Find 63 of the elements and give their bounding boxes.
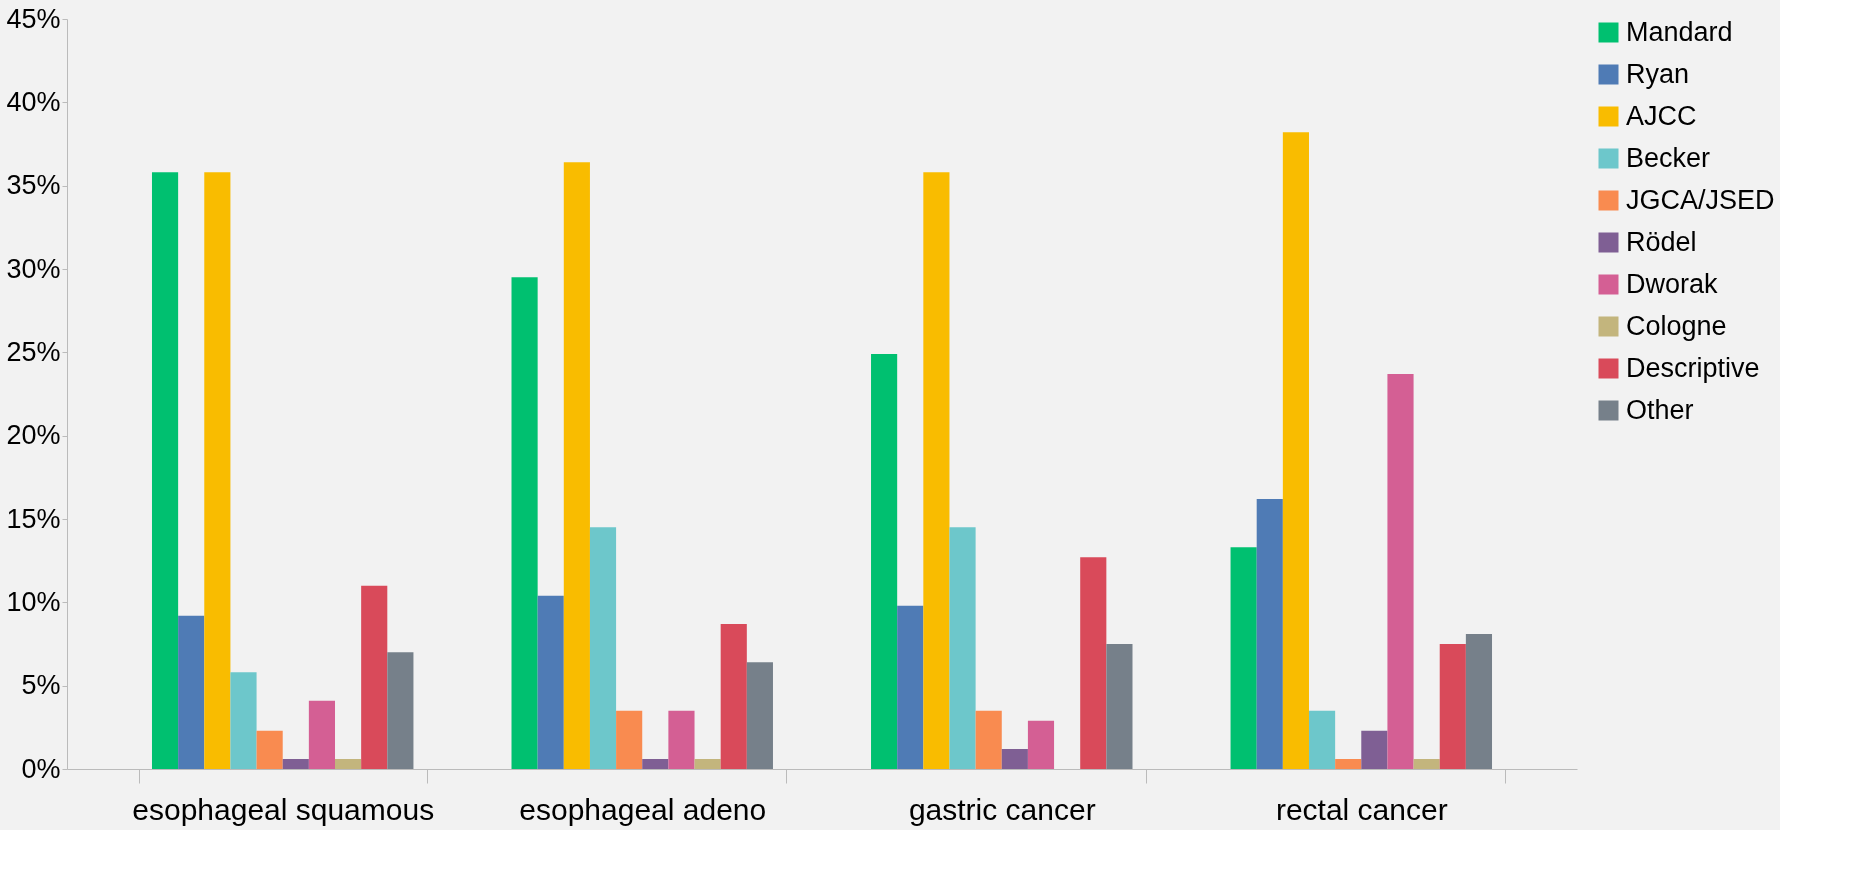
bar bbox=[1465, 634, 1493, 769]
legend-label: Becker bbox=[1626, 142, 1711, 173]
legend-label: Cologne bbox=[1626, 310, 1727, 341]
bar bbox=[537, 595, 564, 769]
bar bbox=[387, 652, 414, 769]
y-tick-label: 5% bbox=[21, 670, 61, 701]
y-tick-label: 20% bbox=[6, 420, 61, 451]
y-tick-label: 15% bbox=[6, 503, 61, 534]
bar bbox=[1106, 644, 1133, 769]
bar bbox=[230, 672, 257, 769]
bar bbox=[1335, 759, 1362, 769]
bar bbox=[256, 730, 283, 769]
bar bbox=[1080, 557, 1107, 769]
bar bbox=[361, 585, 388, 769]
bar bbox=[1361, 730, 1388, 769]
bar bbox=[668, 710, 695, 769]
bar bbox=[1282, 132, 1309, 769]
x-tick-label: gastric cancer bbox=[908, 792, 1096, 826]
bar bbox=[1256, 499, 1283, 769]
bar bbox=[589, 527, 617, 769]
bar bbox=[308, 700, 336, 769]
bar bbox=[923, 172, 950, 769]
bar bbox=[178, 615, 205, 769]
bar bbox=[563, 162, 590, 769]
legend-label: JGCA/JSED bbox=[1626, 184, 1775, 215]
x-tick-label: esophageal squamous bbox=[132, 792, 435, 826]
y-tick-label: 35% bbox=[6, 170, 61, 201]
x-tick-label: rectal cancer bbox=[1275, 792, 1448, 826]
bar bbox=[746, 662, 773, 769]
bar bbox=[335, 759, 362, 769]
bar bbox=[871, 354, 898, 769]
bar bbox=[151, 172, 179, 769]
legend-label: Descriptive bbox=[1626, 352, 1760, 383]
bar bbox=[1413, 759, 1440, 769]
bar bbox=[1230, 547, 1257, 769]
bar bbox=[1308, 710, 1336, 769]
y-tick-label: 45% bbox=[6, 3, 61, 34]
bar bbox=[949, 527, 976, 769]
bar bbox=[204, 172, 231, 769]
y-tick-label: 10% bbox=[6, 586, 61, 617]
bar bbox=[642, 759, 669, 769]
bar bbox=[975, 710, 1002, 769]
y-tick-label: 0% bbox=[21, 753, 61, 784]
legend-label: Dworak bbox=[1626, 268, 1719, 299]
legend-label: Rödel bbox=[1626, 226, 1697, 257]
bar bbox=[1027, 720, 1055, 769]
bar bbox=[694, 759, 721, 769]
y-tick-label: 40% bbox=[6, 86, 61, 117]
legend-label: Mandard bbox=[1626, 16, 1733, 47]
bar bbox=[511, 277, 538, 769]
x-tick-label: esophageal adeno bbox=[519, 792, 767, 826]
bar bbox=[720, 624, 747, 769]
bar bbox=[897, 605, 924, 769]
bar bbox=[616, 710, 643, 769]
bar bbox=[1387, 374, 1414, 769]
legend-label: Ryan bbox=[1626, 58, 1690, 89]
y-tick-label: 30% bbox=[6, 253, 61, 284]
legend-label: Other bbox=[1626, 394, 1694, 425]
legend-label: AJCC bbox=[1626, 100, 1697, 131]
y-tick-label: 25% bbox=[6, 336, 61, 367]
bar bbox=[282, 759, 309, 769]
bar bbox=[1001, 749, 1028, 769]
bar bbox=[1439, 644, 1466, 769]
